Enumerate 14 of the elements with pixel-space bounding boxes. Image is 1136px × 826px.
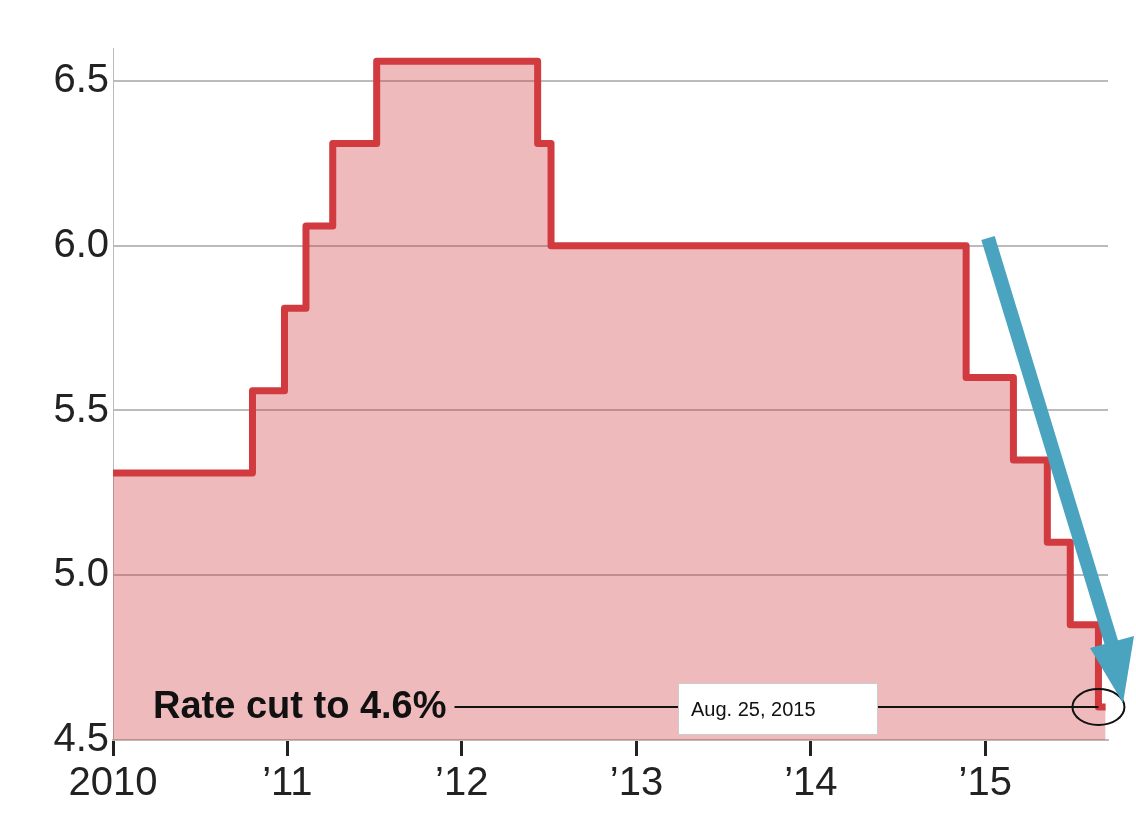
y-tick-label: 6.0: [53, 220, 109, 265]
y-tick-label: 6.5: [53, 55, 109, 100]
y-tick-label: 5.0: [53, 550, 109, 595]
x-tick-label: ’11: [262, 759, 313, 804]
x-tick-label: ’14: [784, 759, 838, 804]
note-box: Aug. 25, 2015: [678, 683, 878, 735]
x-tick-label: 2010: [68, 759, 158, 804]
x-tick-label: ’12: [435, 759, 489, 804]
y-tick-label: 4.5: [53, 715, 109, 760]
x-tick-label: ’13: [609, 759, 664, 804]
x-tick-label: ’15: [958, 759, 1012, 804]
y-tick-label: 5.5: [53, 385, 109, 430]
annotation: Aug. 25, 2015: [691, 697, 816, 721]
annotation: Rate cut to 4.6%: [153, 683, 447, 726]
